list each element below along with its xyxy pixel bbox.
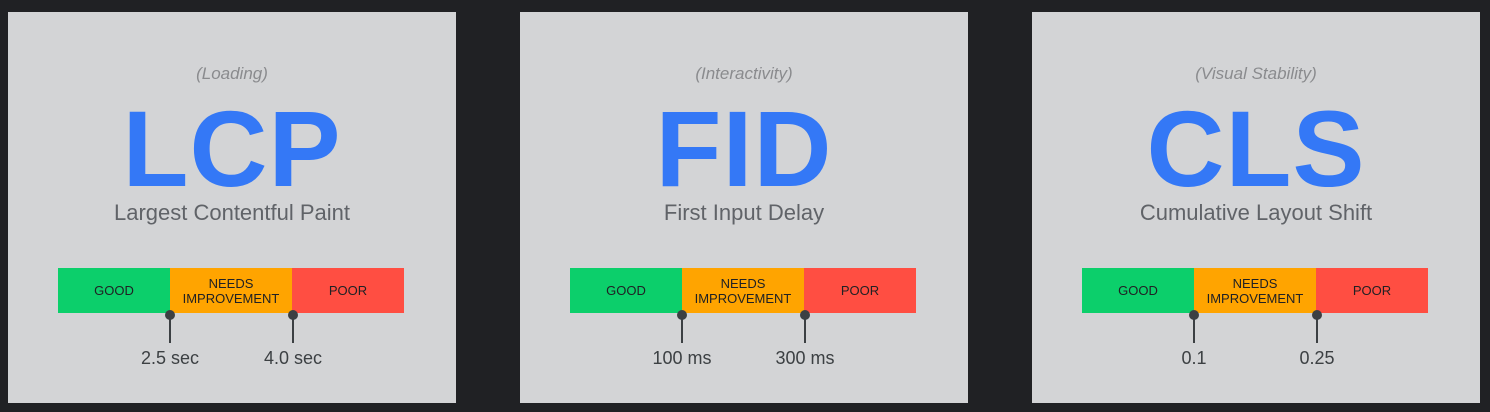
- threshold-marker: [165, 310, 175, 344]
- metric-category: (Loading): [196, 64, 268, 83]
- threshold-marker: [288, 310, 298, 344]
- segment-poor: POOR: [804, 268, 916, 313]
- threshold-marker: [1189, 310, 1199, 344]
- threshold-bar: GOOD NEEDS IMPROVEMENT POOR: [1082, 268, 1428, 313]
- metric-full-name: First Input Delay: [663, 200, 825, 225]
- metric-acronym: CLS: [1146, 88, 1366, 209]
- segment-needs-improvement: NEEDS IMPROVEMENT: [1194, 268, 1316, 313]
- metric-category: (Interactivity): [695, 64, 793, 83]
- threshold-bar: GOOD NEEDS IMPROVEMENT POOR: [570, 268, 916, 313]
- metric-full-name: Cumulative Layout Shift: [1139, 200, 1373, 225]
- threshold-label-good: 100 ms: [652, 348, 712, 368]
- threshold-label-poor: 0.25: [1299, 348, 1335, 368]
- threshold-bar: GOOD NEEDS IMPROVEMENT POOR: [58, 268, 404, 313]
- threshold-label-good: 0.1: [1181, 348, 1207, 368]
- segment-needs-improvement: NEEDS IMPROVEMENT: [682, 268, 804, 313]
- metric-full-name: Largest Contentful Paint: [113, 200, 351, 225]
- threshold-label-poor: 4.0 sec: [263, 348, 323, 368]
- segment-needs-improvement-label: NEEDS IMPROVEMENT: [182, 275, 280, 306]
- threshold-label-poor: 300 ms: [775, 348, 835, 368]
- metric-card-fid: (Interactivity) FID First Input Delay GO…: [520, 12, 968, 403]
- segment-good: GOOD: [570, 268, 682, 313]
- metric-category: (Visual Stability): [1195, 64, 1317, 83]
- segment-poor: POOR: [292, 268, 404, 313]
- threshold-marker: [677, 310, 687, 344]
- metric-acronym: FID: [655, 88, 833, 209]
- threshold-marker: [1312, 310, 1322, 344]
- metric-card-cls: (Visual Stability) CLS Cumulative Layout…: [1032, 12, 1480, 403]
- segment-needs-improvement-label: NEEDS IMPROVEMENT: [1206, 275, 1304, 306]
- threshold-marker: [800, 310, 810, 344]
- metric-card-lcp: (Loading) LCP Largest Contentful Paint G…: [8, 12, 456, 403]
- segment-good: GOOD: [1082, 268, 1194, 313]
- metric-acronym: LCP: [122, 88, 342, 209]
- segment-poor: POOR: [1316, 268, 1428, 313]
- segment-needs-improvement-label: NEEDS IMPROVEMENT: [694, 275, 792, 306]
- segment-needs-improvement: NEEDS IMPROVEMENT: [170, 268, 292, 313]
- threshold-label-good: 2.5 sec: [140, 348, 200, 368]
- segment-good: GOOD: [58, 268, 170, 313]
